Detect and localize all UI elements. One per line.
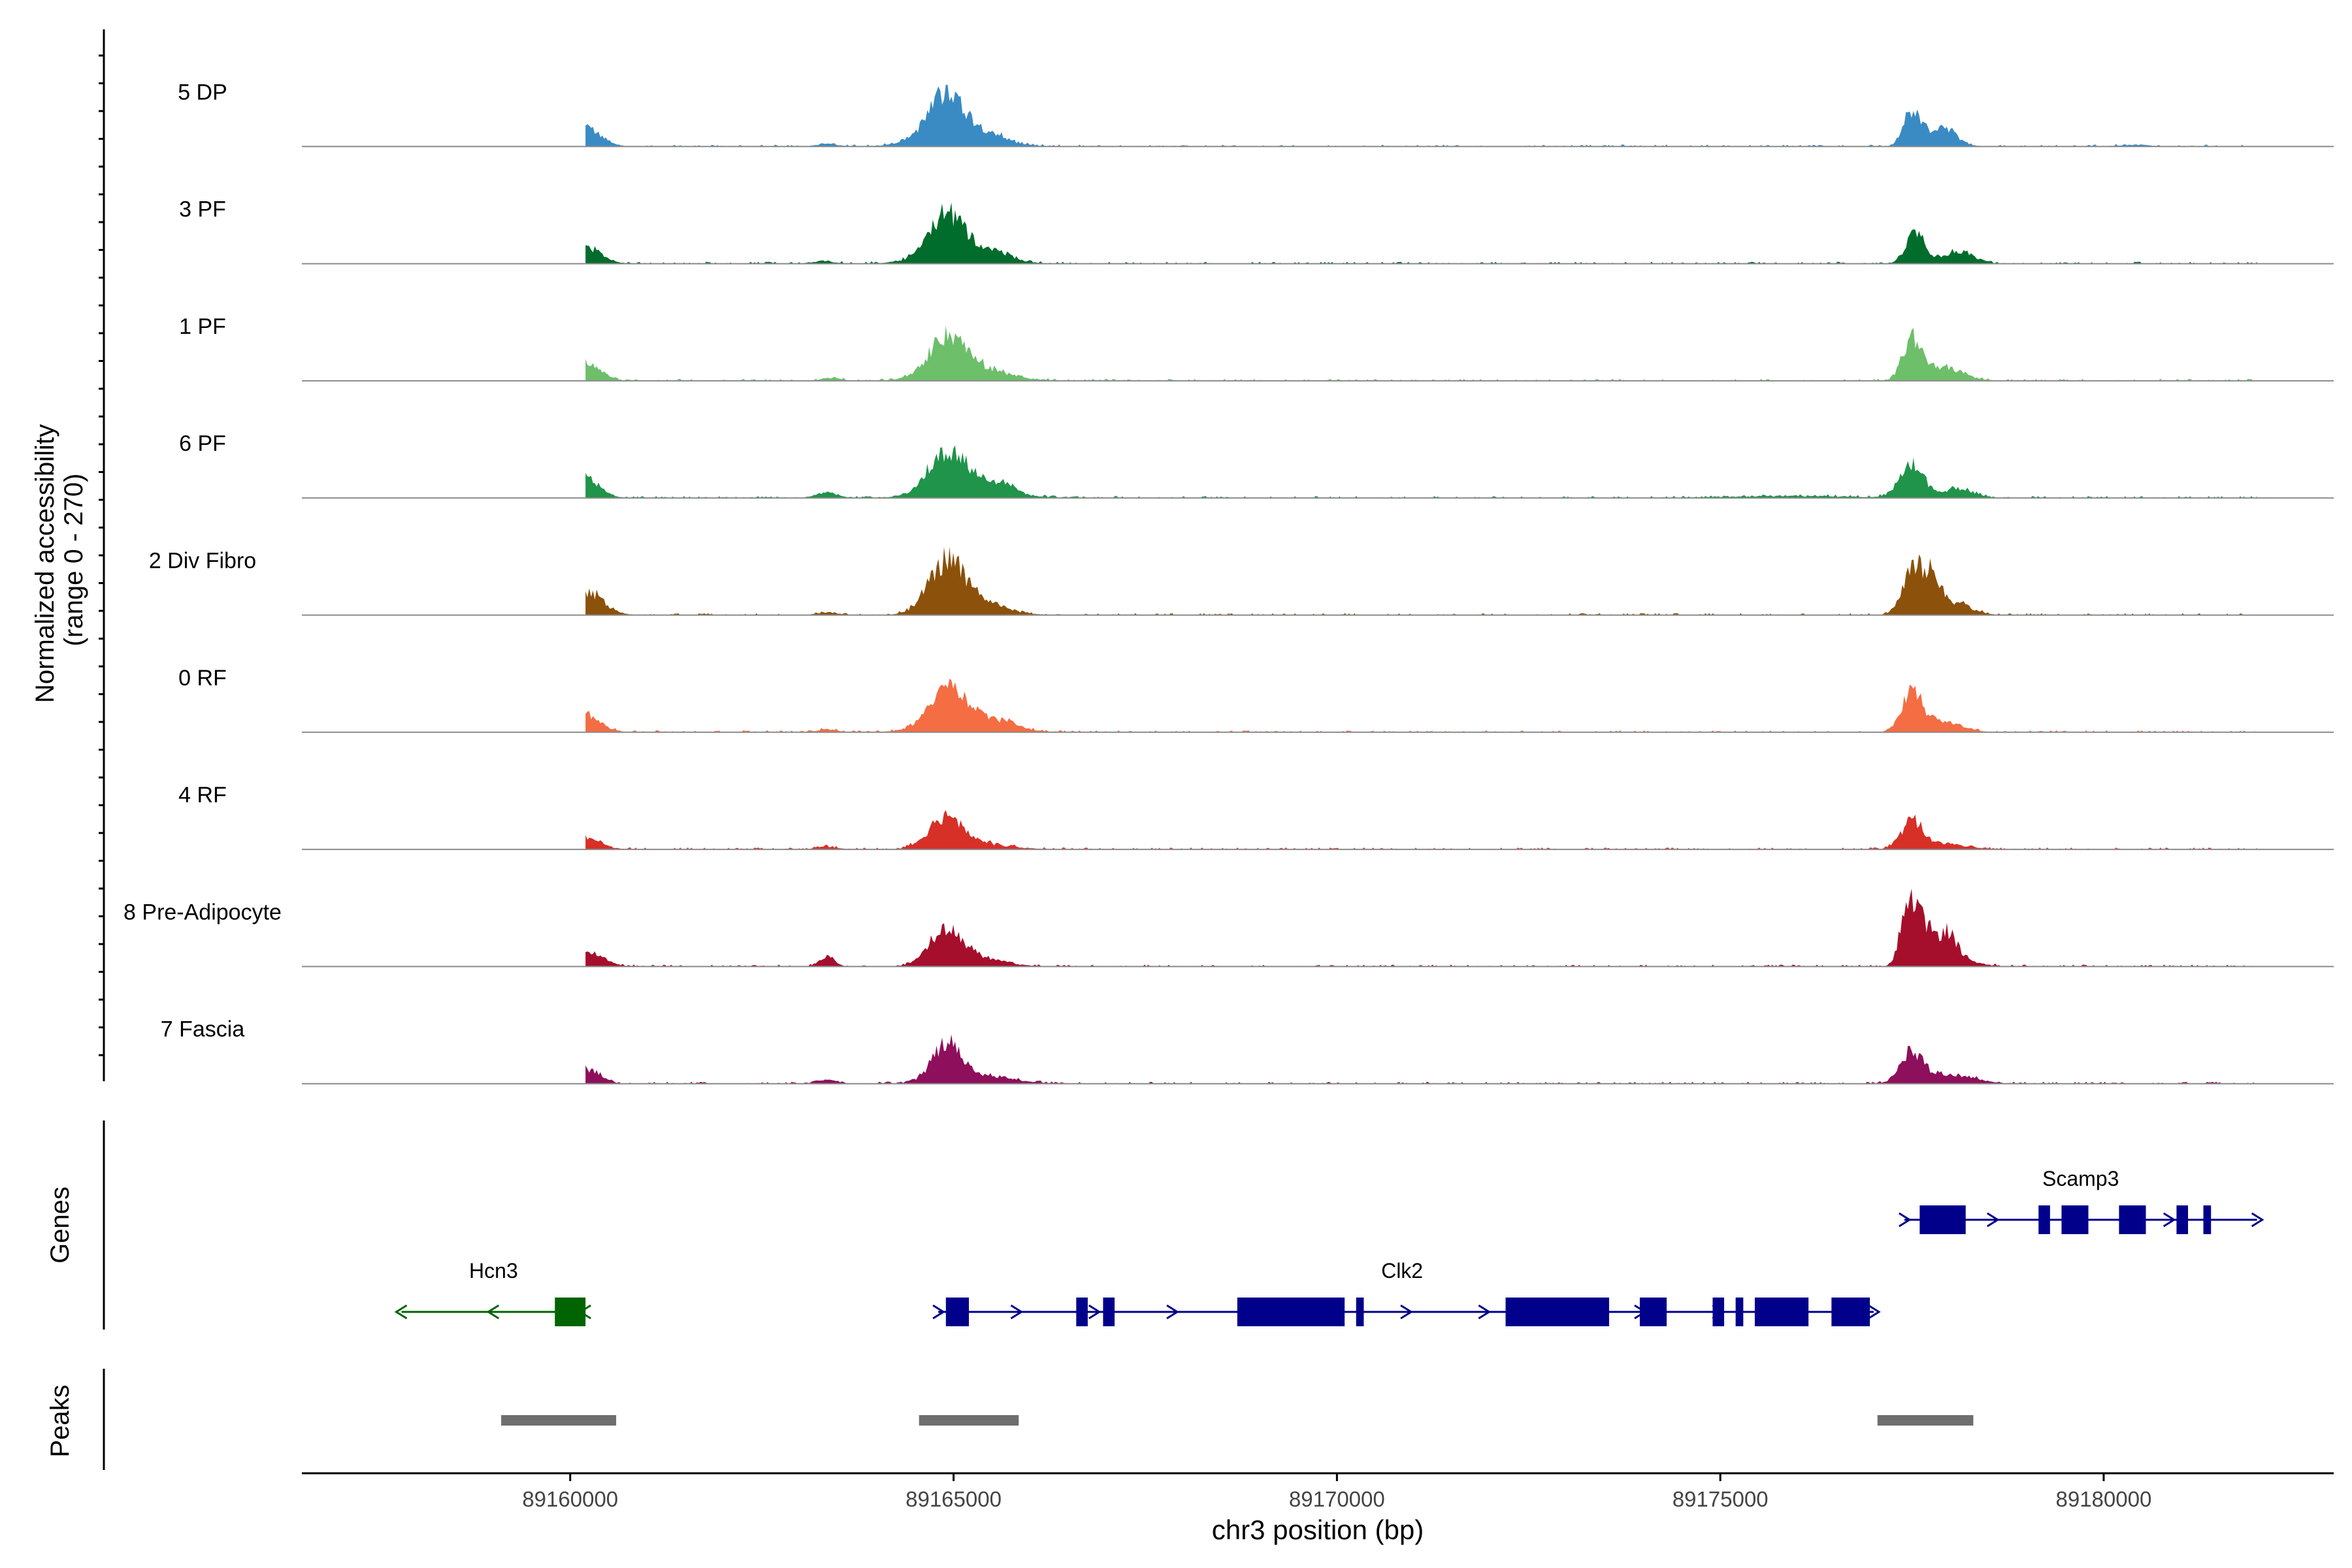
- track-label: 5 DP: [178, 80, 227, 105]
- track-9: 7 Fascia: [161, 1017, 2334, 1085]
- gene-exon: [1831, 1298, 1870, 1326]
- track-5: 2 Div Fibro: [149, 546, 2334, 616]
- gene-exon: [2038, 1205, 2050, 1234]
- peak-region-bar: [919, 1415, 1019, 1426]
- track-label: 3 PF: [179, 197, 226, 222]
- genes-panel: Genes Hcn3 Clk2 Scamp3: [46, 1120, 2264, 1330]
- x-axis: 89160000 89165000 89170000 89175000 89180000…: [302, 1472, 2334, 1545]
- x-tick-label: 89175000: [1673, 1487, 1769, 1511]
- track-coverage-area: [585, 445, 2257, 498]
- gene-exon: [1735, 1298, 1744, 1326]
- gene-exon: [1356, 1298, 1364, 1326]
- gene-exon: [2119, 1205, 2146, 1234]
- gene-strand-arrow: [1088, 1304, 1102, 1320]
- coverage-y-axis: Normalized accessibility (range 0 - 270): [31, 29, 105, 1081]
- gene-scamp3: Scamp3: [1898, 1167, 2264, 1234]
- y-title-line-1: Normalized accessibility: [31, 424, 59, 703]
- track-4: 6 PF: [179, 431, 2334, 499]
- gene-exon: [555, 1298, 586, 1326]
- gene-strand-arrow: [2163, 1212, 2176, 1228]
- gene-exon: [2061, 1205, 2089, 1234]
- gene-strand-arrow: [932, 1304, 945, 1320]
- gene-exon: [2176, 1205, 2188, 1234]
- gene-exon: [1505, 1298, 1609, 1326]
- gene-label: Scamp3: [2042, 1167, 2119, 1190]
- gene-strand-arrow: [2251, 1212, 2264, 1228]
- peaks-axis-title: Peaks: [46, 1384, 74, 1457]
- gene-exon: [1076, 1298, 1088, 1326]
- gene-models: Hcn3 Clk2 Scamp3: [394, 1167, 2264, 1326]
- track-label: 1 PF: [179, 314, 226, 339]
- gene-strand-arrow: [486, 1304, 500, 1320]
- gene-exon: [2203, 1205, 2212, 1234]
- gene-strand-arrow: [1478, 1304, 1492, 1320]
- track-7: 4 RF: [178, 783, 2334, 851]
- gene-label: Hcn3: [469, 1259, 518, 1282]
- peak-regions: [501, 1415, 1974, 1426]
- coverage-y-ticks: [99, 54, 104, 1056]
- track-label: 6 PF: [179, 431, 226, 456]
- gene-clk2: Clk2: [932, 1259, 1881, 1326]
- track-coverage-area: [585, 889, 2257, 967]
- track-coverage-area: [585, 1034, 2257, 1084]
- track-coverage-area: [585, 325, 2257, 381]
- track-2: 3 PF: [179, 197, 2334, 265]
- gene-exon: [1919, 1205, 1966, 1234]
- track-label: 0 RF: [178, 666, 227, 691]
- gene-strand-arrow: [1166, 1304, 1179, 1320]
- gene-strand-arrow: [394, 1304, 408, 1320]
- track-label: 4 RF: [178, 783, 227, 808]
- track-6: 0 RF: [178, 666, 2334, 733]
- gene-exon: [945, 1298, 969, 1326]
- y-title-line-2: (range 0 - 270): [59, 474, 88, 647]
- gene-exon: [1754, 1298, 1809, 1326]
- track-label: 7 Fascia: [161, 1017, 245, 1042]
- x-tick-label: 89180000: [2056, 1487, 2152, 1511]
- track-coverage-area: [585, 546, 2257, 615]
- gene-strand-arrow: [1010, 1304, 1024, 1320]
- track-1: 5 DP: [178, 80, 2334, 148]
- track-8: 8 Pre-Adipocyte: [123, 889, 2334, 968]
- x-ticks: 89160000 89165000 89170000 89175000 89180000: [522, 1473, 2151, 1511]
- gene-strand-arrow: [1400, 1304, 1413, 1320]
- coverage-tracks: 5 DP 3 PF 1 PF 6 PF 2 Div Fibro 0 RF 4 RF 8 Pre…: [123, 80, 2334, 1085]
- track-3: 1 PF: [179, 314, 2334, 382]
- gene-strand-arrow: [1898, 1212, 1912, 1228]
- genes-axis-title: Genes: [46, 1186, 74, 1264]
- track-label: 2 Div Fibro: [149, 549, 256, 574]
- x-tick-label: 89165000: [906, 1487, 1002, 1511]
- coverage-y-axis-title: Normalized accessibility (range 0 - 270): [31, 417, 88, 703]
- peak-region-bar: [501, 1415, 617, 1426]
- x-axis-title: chr3 position (bp): [1212, 1514, 1424, 1545]
- gene-hcn3: Hcn3: [394, 1259, 592, 1326]
- gene-exon: [1712, 1298, 1724, 1326]
- gene-strand-arrow: [1986, 1212, 2000, 1228]
- peaks-panel: Peaks: [46, 1369, 1974, 1470]
- x-tick-label: 89170000: [1289, 1487, 1385, 1511]
- peak-region-bar: [1877, 1415, 1974, 1426]
- gene-strand-arrow: [1868, 1304, 1881, 1320]
- gene-exon: [1103, 1298, 1115, 1326]
- track-coverage-area: [585, 678, 2257, 732]
- gene-label: Clk2: [1381, 1259, 1423, 1282]
- gene-exon: [1639, 1298, 1667, 1326]
- track-label: 8 Pre-Adipocyte: [123, 900, 282, 924]
- x-tick-label: 89160000: [522, 1487, 618, 1511]
- gene-exon: [1237, 1298, 1345, 1326]
